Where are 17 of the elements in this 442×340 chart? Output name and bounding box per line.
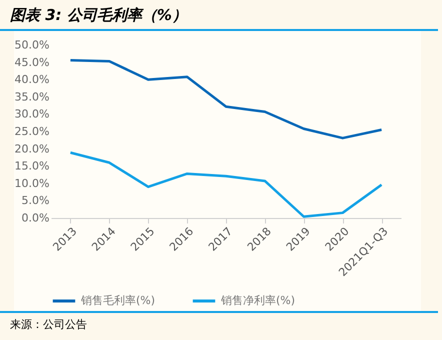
y-tick-label: 40.0% [14, 73, 50, 86]
y-tick-label: 15.0% [14, 160, 50, 173]
line-series [69, 58, 383, 140]
y-tick-label: 35.0% [14, 90, 50, 104]
y-tick-label: 5.0% [22, 194, 50, 208]
y-tick-label: 50.0% [14, 38, 50, 52]
legend-label: 销售净利率(%) [220, 294, 296, 307]
y-tick-label: 10.0% [14, 176, 50, 190]
chart-title: 图表 3: 公司毛利率（%） [0, 0, 438, 31]
y-tick-label: 25.0% [14, 125, 50, 138]
y-tick-label: 45.0% [14, 56, 50, 69]
y-tick-label: 0.0% [22, 212, 50, 224]
y-tick-label: 20.0% [14, 142, 50, 156]
y-tick-label: 30.0% [14, 108, 50, 121]
line-series [69, 151, 383, 218]
source-note: 来源：公司公告 [10, 317, 88, 332]
legend-label: 销售毛利率(%) [80, 294, 156, 307]
